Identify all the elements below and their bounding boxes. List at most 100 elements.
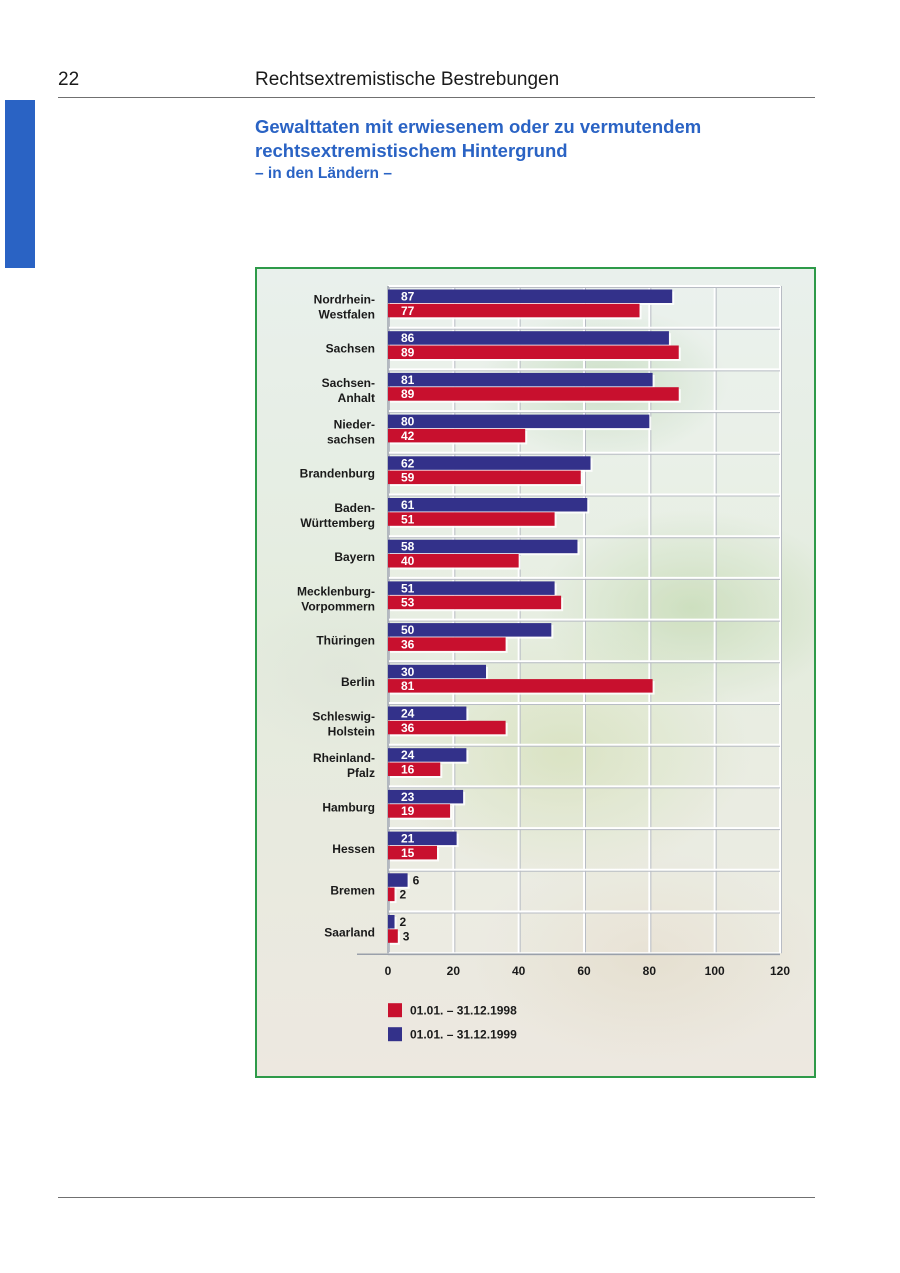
category-label: Holstein (328, 724, 375, 738)
bar-value-label: 23 (401, 790, 415, 804)
bar-value-label: 24 (401, 707, 415, 721)
category-label: Berlin (341, 675, 375, 689)
bar-1998 (388, 887, 395, 902)
bar-value-label: 36 (401, 637, 415, 651)
bar-1999 (388, 456, 591, 470)
category-label: Sachsen- (322, 376, 375, 390)
bar-1999 (388, 748, 467, 762)
bar-1998 (388, 470, 581, 485)
category-label: Bayern (334, 550, 375, 564)
bar-1999 (388, 831, 457, 846)
category-label: Hamburg (322, 800, 375, 814)
category-label: Anhalt (338, 391, 375, 405)
bar-value-label: 58 (401, 540, 415, 554)
category-label: sachsen (327, 432, 375, 446)
chart-title-block: Gewalttaten mit erwiesenem oder zu vermu… (255, 115, 815, 185)
category-label: Pfalz (347, 766, 375, 780)
bar-1998 (388, 762, 441, 776)
category-label: Bremen (330, 884, 375, 898)
bar-value-label: 16 (401, 763, 415, 777)
bar-1998 (388, 345, 679, 359)
bar-value-label: 53 (401, 596, 415, 610)
chart-subtitle: – in den Ländern – (255, 165, 392, 182)
bar-1998 (388, 679, 653, 693)
bar-value-label: 51 (401, 581, 415, 595)
x-tick-label: 60 (577, 964, 591, 978)
bar-1999 (388, 372, 653, 387)
bar-1998 (388, 845, 437, 860)
bar-1998 (388, 637, 506, 651)
category-label: Nordrhein- (314, 292, 375, 306)
legend-swatch (388, 1027, 402, 1042)
bar-1999 (388, 915, 395, 929)
bar-value-label: 2 (400, 915, 407, 929)
bar-value-label: 15 (401, 846, 415, 860)
bar-1999 (388, 623, 552, 637)
bar-value-label: 40 (401, 554, 415, 568)
category-label: Westfalen (319, 307, 375, 321)
bar-value-label: 50 (401, 623, 415, 637)
bar-value-label: 62 (401, 456, 415, 470)
bar-value-label: 36 (401, 721, 415, 735)
bar-value-label: 86 (401, 331, 415, 345)
bar-value-label: 42 (401, 429, 415, 443)
bar-value-label: 77 (401, 304, 415, 318)
x-tick-label: 0 (385, 964, 392, 978)
legend-label: 01.01. – 31.12.1999 (410, 1028, 517, 1042)
bar-value-label: 51 (401, 512, 415, 526)
page-number: 22 (58, 69, 80, 90)
legend-label: 01.01. – 31.12.1998 (410, 1004, 517, 1018)
bar-1999 (388, 414, 650, 429)
bar-1999 (388, 581, 555, 595)
header-rule (58, 97, 815, 98)
bar-1999 (388, 789, 464, 804)
bar-1999 (388, 664, 486, 679)
bar-1999 (388, 539, 578, 554)
category-label: Rheinland- (313, 751, 375, 765)
bar-1998 (388, 303, 640, 318)
category-label: Sachsen (326, 342, 375, 356)
bar-1998 (388, 595, 562, 610)
category-label: Mecklenburg- (297, 584, 375, 598)
category-label: Nieder- (334, 417, 375, 431)
x-tick-label: 120 (770, 964, 790, 978)
chart-frame: 87 77 Nordrhein- Westfalen 86 89 Sachsen 81 89 Sa… (255, 267, 816, 1078)
bar-value-label: 87 (401, 290, 415, 304)
bar-value-label: 59 (401, 471, 415, 485)
bar-value-label: 3 (403, 929, 410, 943)
section-title: Rechtsextremistische Bestrebungen (255, 69, 560, 90)
bar-1998 (388, 929, 398, 943)
x-tick-label: 100 (705, 964, 725, 978)
category-label: Thüringen (316, 633, 375, 647)
bar-value-label: 80 (401, 415, 415, 429)
bar-1998 (388, 428, 526, 443)
bar-1998 (388, 512, 555, 526)
bar-value-label: 89 (401, 387, 415, 401)
bar-value-label: 2 (400, 888, 407, 902)
bar-1999 (388, 706, 467, 720)
legend-swatch (388, 1003, 402, 1018)
bar-value-label: 81 (401, 373, 415, 387)
bar-1998 (388, 804, 451, 818)
category-label: Württemberg (300, 516, 375, 530)
category-label: Vorpommern (301, 599, 375, 613)
bar-chart: 8777Nordrhein-Westfalen8689Sachsen8189Sa… (297, 285, 790, 1042)
bar-value-label: 24 (401, 748, 415, 762)
chart-title: Gewalttaten mit erwiesenem oder zu vermu… (255, 116, 702, 161)
category-label: Saarland (324, 925, 375, 939)
bar-value-label: 61 (401, 498, 415, 512)
bar-value-label: 21 (401, 832, 415, 846)
bar-1998 (388, 554, 519, 568)
bar-1999 (388, 498, 588, 512)
bar-value-label: 89 (401, 346, 415, 360)
bar-1998 (388, 387, 679, 401)
bar-1999 (388, 289, 673, 303)
x-tick-label: 40 (512, 964, 526, 978)
bar-value-label: 30 (401, 665, 415, 679)
bar-1999 (388, 873, 408, 887)
category-label: Brandenburg (300, 467, 375, 481)
category-label: Schleswig- (312, 709, 375, 723)
bar-value-label: 6 (413, 873, 420, 887)
bar-1999 (388, 331, 669, 345)
footer-rule (58, 1197, 815, 1198)
